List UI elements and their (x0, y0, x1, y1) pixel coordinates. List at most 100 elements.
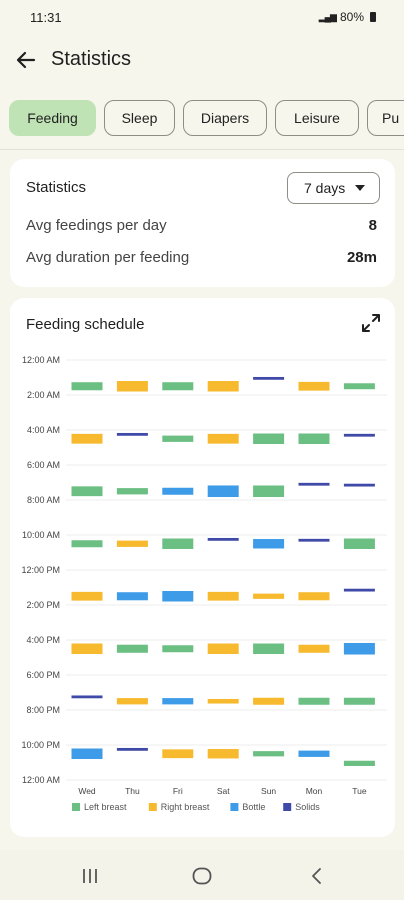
status-time: 11:31 (30, 10, 62, 25)
system-nav-bar (0, 850, 404, 900)
y-tick-label: 4:00 AM (27, 425, 60, 435)
home-icon[interactable] (190, 864, 214, 888)
y-tick-label: 8:00 AM (27, 495, 60, 505)
feeding-bar (116, 644, 148, 653)
feeding-bar (253, 433, 285, 444)
feeding-bar (207, 698, 239, 704)
range-value: 7 days (304, 180, 346, 196)
app-bar: Statistics (0, 36, 404, 84)
legend-swatch (72, 803, 80, 811)
status-bar: 11:31 ▂▄▆ 80% (0, 0, 404, 34)
signal-icon: ▂▄▆ (318, 11, 337, 22)
x-tick-label: Fri (173, 786, 183, 796)
legend-label: Left breast (84, 802, 127, 812)
x-tick-label: Sat (217, 786, 230, 796)
chart-title: Feeding schedule (26, 316, 145, 333)
feeding-bar (298, 381, 330, 391)
feeding-schedule-card: Feeding schedule 12:00 AM 2:00 AM 4:00 AM 6… (10, 298, 395, 837)
y-tick-label: 6:00 PM (26, 670, 60, 680)
feeding-bar (207, 537, 239, 541)
statistics-card: Statistics 7 days Avg feedings per day 8… (10, 159, 395, 287)
recents-icon[interactable] (78, 864, 102, 888)
feeding-bar (162, 538, 194, 549)
statistics-title: Statistics (26, 179, 87, 196)
legend-swatch (283, 803, 292, 811)
tab-leisure[interactable]: Leisure (275, 100, 359, 136)
feeding-bar (71, 382, 103, 391)
feeding-bar (298, 433, 330, 444)
feeding-bar (343, 483, 375, 487)
feeding-bar (253, 593, 285, 599)
tab-diapers[interactable]: Diapers (183, 100, 267, 136)
feeding-bar (71, 591, 103, 601)
y-tick-label: 6:00 AM (27, 460, 60, 470)
feeding-bar (207, 485, 239, 498)
feeding-bar (253, 643, 285, 654)
feeding-bar (162, 435, 194, 442)
feeding-bar (298, 592, 330, 601)
feeding-bar (71, 486, 103, 497)
feeding-bar (71, 433, 103, 444)
feeding-bar (162, 487, 194, 495)
feeding-bar (207, 591, 239, 601)
legend-swatch (230, 803, 239, 811)
expand-icon[interactable] (360, 312, 382, 334)
y-tick-label: 12:00 AM (22, 775, 60, 785)
feeding-bar (116, 381, 148, 392)
feeding-bar (298, 538, 330, 542)
feeding-bar (207, 643, 239, 654)
tab-sleep[interactable]: Sleep (104, 100, 175, 136)
feeding-bar (116, 432, 148, 436)
feeding-bar (253, 376, 285, 380)
feeding-bar (207, 381, 239, 392)
legend-label: Bottle (242, 802, 265, 812)
feeding-bar (253, 485, 285, 498)
range-dropdown[interactable]: 7 days (287, 172, 380, 204)
feeding-bar (207, 749, 239, 759)
page-title: Statistics (51, 48, 132, 70)
feeding-bar (162, 382, 194, 391)
feeding-bar (116, 540, 148, 547)
feeding-bar (298, 697, 330, 705)
divider (0, 149, 404, 150)
stat-value-feedings: 8 (368, 217, 377, 234)
feeding-bar (253, 539, 285, 549)
feeding-bar (253, 751, 285, 757)
y-tick-label: 12:00 AM (22, 355, 60, 365)
feeding-bar (298, 750, 330, 757)
feeding-bar (298, 644, 330, 653)
stat-value-duration: 28m (346, 249, 377, 266)
feeding-bar (162, 591, 194, 602)
feeding-bar (343, 383, 375, 390)
feeding-bar (343, 538, 375, 549)
y-tick-label: 8:00 PM (26, 705, 60, 715)
battery-icon (370, 12, 376, 22)
y-tick-label: 12:00 PM (21, 565, 60, 575)
feeding-bar (116, 488, 148, 495)
feeding-bar (116, 698, 148, 705)
feeding-bar (343, 433, 375, 437)
x-tick-label: Sun (261, 786, 276, 796)
x-tick-label: Wed (78, 786, 96, 796)
y-tick-label: 2:00 PM (26, 600, 60, 610)
feeding-bar (298, 482, 330, 486)
feeding-bar (71, 643, 103, 654)
battery-level: 80% (339, 10, 364, 24)
legend-label: Solids (295, 802, 320, 812)
feeding-bar (162, 645, 194, 653)
arrow-left-icon[interactable] (14, 48, 38, 72)
feeding-bar (207, 433, 239, 444)
feeding-bar (343, 760, 375, 766)
back-chevron-icon[interactable] (305, 864, 329, 888)
stat-label-feedings: Avg feedings per day (26, 217, 167, 234)
tab-feeding[interactable]: Feeding (9, 100, 96, 136)
x-tick-label: Mon (306, 786, 323, 796)
status-icons: ▂▄▆ 80% (319, 10, 376, 24)
y-tick-label: 2:00 AM (27, 390, 60, 400)
x-tick-label: Tue (352, 786, 367, 796)
feeding-bar (343, 697, 375, 705)
x-tick-label: Thu (125, 786, 140, 796)
tab-pumping[interactable]: Pu (367, 100, 404, 136)
feeding-bar (343, 642, 375, 655)
caret-down-icon (355, 185, 365, 191)
